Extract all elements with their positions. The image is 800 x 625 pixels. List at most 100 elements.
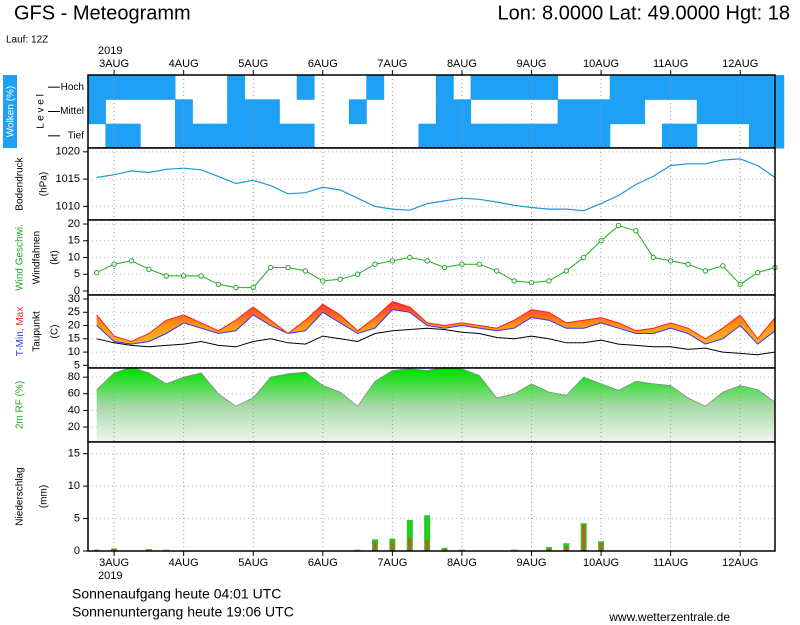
y-tick-label: 60 <box>68 388 80 400</box>
y-label: Taupunkt <box>32 311 43 352</box>
y-tick-label: Hoch <box>61 82 84 93</box>
marker <box>372 261 378 267</box>
marker <box>267 264 274 271</box>
cloud-cell <box>557 99 576 125</box>
area <box>96 367 775 442</box>
x-tick-label: 3AUG <box>99 557 129 569</box>
bar <box>425 539 429 551</box>
y-label: Windfahnen <box>32 231 43 284</box>
y-tick-label: 1020 <box>56 146 80 158</box>
cloud-cell <box>435 75 454 100</box>
x-tick-label: 8AUG <box>447 557 477 569</box>
marker <box>337 276 343 282</box>
cloud-cell <box>679 123 698 149</box>
cloud-cell <box>331 124 349 149</box>
marker <box>233 284 239 291</box>
marker <box>285 264 291 271</box>
y-tick-label: 80 <box>68 371 80 383</box>
cloud-cell <box>262 75 280 100</box>
marker <box>146 266 152 272</box>
y-tick-label: 5 <box>74 268 80 280</box>
title: GFS - Meteogramm <box>14 2 191 24</box>
cloud-cell <box>123 99 141 124</box>
cloud-cell <box>714 75 733 100</box>
cloud-cell <box>471 99 489 124</box>
cloud-cell <box>244 123 263 149</box>
x-tick-label: 7AUG <box>377 58 407 70</box>
x-tick-label: 8AUG <box>447 58 477 70</box>
cloud-cell <box>192 75 210 100</box>
cloud-cell <box>122 123 141 149</box>
cloud-cell <box>348 99 367 125</box>
cloud-cell <box>488 123 506 149</box>
bar <box>373 541 377 551</box>
y-tick-label: 20 <box>68 218 80 230</box>
cloud-cell <box>192 99 210 124</box>
cloud-cell <box>435 123 454 149</box>
y-tick-label: 5 <box>74 359 80 371</box>
cloud-cell <box>349 124 367 149</box>
y-tick-label: 5 <box>74 512 80 524</box>
cloud-cell <box>644 75 663 100</box>
cloud-cell <box>574 123 593 149</box>
marker <box>754 269 761 276</box>
marker <box>163 273 169 279</box>
y-label: Wolken (%) <box>6 86 17 138</box>
cloud-cell <box>522 123 541 149</box>
ylabel-box <box>3 75 17 148</box>
cloud-cell <box>105 123 124 149</box>
cloud-cell <box>609 75 628 100</box>
y-unit: (kt) <box>50 250 61 264</box>
cloud-cell <box>401 75 419 100</box>
year-top: 2019 <box>98 45 122 57</box>
cloud-cell <box>210 75 228 100</box>
cloud-cell <box>279 75 297 100</box>
source: www.wetterzentrale.de <box>608 610 730 624</box>
cloud-cell <box>279 123 298 149</box>
cloud-cell <box>140 124 158 149</box>
cloud-cell <box>435 99 454 125</box>
bar <box>564 546 568 551</box>
y-tick-label: 15 <box>68 448 80 460</box>
cloud-cell <box>748 99 767 125</box>
panel-frame <box>87 441 776 552</box>
marker <box>93 269 100 276</box>
marker <box>633 228 639 234</box>
marker <box>354 271 361 277</box>
y-tick-label: 20 <box>68 319 80 331</box>
cloud-cell <box>122 75 141 100</box>
x-tick-label: 6AUG <box>308 557 338 569</box>
bar <box>424 515 431 551</box>
cloud-cell <box>158 124 176 149</box>
marker <box>180 273 187 279</box>
cloud-cell <box>366 124 384 149</box>
cloud-cell <box>696 75 715 100</box>
x-tick-label: 4AUG <box>169 557 199 569</box>
cloud-cell <box>592 123 611 149</box>
marker <box>685 261 691 267</box>
cloud-cell <box>349 75 367 100</box>
cloud-cell <box>697 124 715 149</box>
cloud-cell <box>88 75 106 100</box>
cloud-cell <box>227 123 246 149</box>
cloud-cell <box>296 75 315 100</box>
x-tick-label: 12AUG <box>722 58 758 70</box>
cloud-cell <box>696 99 715 125</box>
line <box>96 366 776 407</box>
location: Lon: 8.0000 Lat: 49.0000 Hgt: 18 <box>498 2 790 24</box>
cloud-cell <box>488 75 506 100</box>
cloud-cell <box>140 75 159 100</box>
cloud-cell <box>470 75 489 100</box>
cloud-cell <box>470 123 489 149</box>
cloud-cell <box>488 99 506 124</box>
panel <box>88 220 775 295</box>
legend-entry: T-Min, <box>15 328 26 356</box>
y-unit: (hPa) <box>39 172 50 196</box>
line <box>96 301 776 343</box>
cloud-cell <box>296 123 315 149</box>
cloud-cell <box>227 99 246 125</box>
marker <box>702 268 709 274</box>
y-tick-label: 25 <box>68 306 80 318</box>
cloud-cell <box>645 99 663 124</box>
